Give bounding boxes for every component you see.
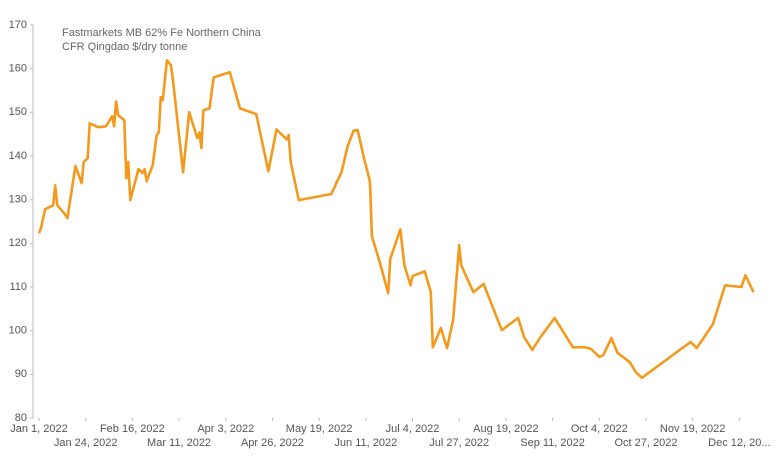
y-tick-label: 150 [9, 106, 27, 118]
x-tick-label: Dec 12, 20... [708, 437, 770, 449]
x-tick-label: Jul 27, 2022 [429, 437, 489, 449]
y-tick-label: 130 [9, 194, 27, 206]
chart-subtitle: CFR Qingdao $/dry tonne [62, 41, 187, 53]
x-tick-label: Feb 16, 2022 [100, 423, 165, 435]
y-tick-label: 120 [9, 237, 27, 249]
x-tick-label: Oct 27, 2022 [614, 437, 677, 449]
x-tick-label: Nov 19, 2022 [660, 423, 725, 435]
y-tick-label: 160 [9, 63, 27, 75]
x-tick-label: Jan 24, 2022 [54, 437, 118, 449]
line [37, 59, 755, 380]
chart-title: Fastmarkets MB 62% Fe Northern China [62, 27, 262, 39]
x-tick-label: Mar 11, 2022 [147, 437, 211, 449]
x-tick-label: May 19, 2022 [286, 423, 353, 435]
y-tick-label: 90 [15, 368, 27, 380]
x-tick-label: Oct 4, 2022 [571, 423, 628, 435]
x-tick-label: Aug 19, 2022 [473, 423, 538, 435]
y-tick-label: 140 [9, 150, 27, 162]
x-tick-label: Sep 11, 2022 [520, 437, 585, 449]
x-tick-label: Jun 11, 2022 [334, 437, 397, 449]
x-tick-label: Jan 1, 2022 [10, 423, 68, 435]
x-tick-label: Jul 4, 2022 [386, 423, 440, 435]
x-tick-label: Apr 3, 2022 [197, 423, 254, 435]
y-tick-label: 100 [9, 325, 27, 337]
y-tick-label: 80 [15, 412, 27, 424]
x-tick-label: Apr 26, 2022 [241, 437, 304, 449]
y-tick-label: 170 [9, 19, 27, 31]
y-tick-label: 110 [9, 281, 27, 293]
